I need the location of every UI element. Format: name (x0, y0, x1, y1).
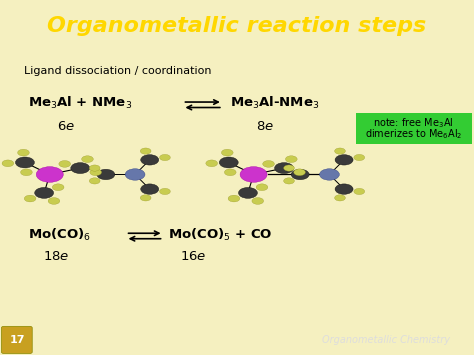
Text: Me$_3$Al-NMe$_3$: Me$_3$Al-NMe$_3$ (230, 95, 319, 111)
Circle shape (283, 165, 294, 171)
Circle shape (2, 160, 14, 167)
Circle shape (20, 169, 32, 176)
Circle shape (221, 149, 233, 156)
Circle shape (16, 157, 35, 168)
Text: $8e$: $8e$ (256, 120, 274, 133)
Circle shape (82, 156, 93, 163)
Circle shape (48, 198, 60, 204)
Text: dimerizes to Me$_6$Al$_2$: dimerizes to Me$_6$Al$_2$ (365, 127, 462, 141)
Circle shape (59, 160, 71, 167)
Circle shape (228, 195, 240, 202)
Circle shape (52, 184, 64, 191)
Circle shape (97, 169, 115, 180)
Circle shape (335, 148, 346, 154)
Circle shape (256, 184, 268, 191)
Circle shape (335, 155, 353, 165)
Circle shape (140, 148, 151, 154)
Circle shape (140, 195, 151, 201)
Circle shape (24, 195, 36, 202)
Circle shape (89, 165, 100, 171)
Circle shape (274, 163, 293, 174)
Circle shape (291, 169, 309, 180)
Circle shape (71, 163, 90, 174)
Circle shape (335, 184, 353, 194)
Circle shape (89, 178, 100, 184)
Text: Mo(CO)$_5$ + CO: Mo(CO)$_5$ + CO (168, 226, 273, 243)
Circle shape (224, 169, 236, 176)
Circle shape (263, 160, 274, 167)
Circle shape (90, 169, 101, 176)
FancyBboxPatch shape (1, 326, 32, 354)
Circle shape (125, 169, 145, 180)
Text: $18e$: $18e$ (43, 250, 69, 263)
Circle shape (240, 167, 267, 182)
Circle shape (238, 187, 257, 198)
Text: Organometallic Chemistry: Organometallic Chemistry (322, 335, 450, 345)
Text: Me$_3$Al + NMe$_3$: Me$_3$Al + NMe$_3$ (28, 95, 133, 111)
Text: $6e$: $6e$ (57, 120, 75, 133)
Circle shape (206, 160, 218, 167)
Circle shape (354, 154, 365, 160)
Text: Organometallic reaction steps: Organometallic reaction steps (47, 16, 427, 36)
FancyBboxPatch shape (356, 113, 472, 144)
Circle shape (252, 198, 264, 204)
Circle shape (219, 157, 238, 168)
Text: Mo(CO)$_6$: Mo(CO)$_6$ (28, 226, 91, 243)
Circle shape (285, 156, 297, 163)
Circle shape (160, 154, 170, 160)
Circle shape (283, 178, 294, 184)
Circle shape (35, 187, 54, 198)
Text: 17: 17 (9, 335, 25, 345)
Text: $16e$: $16e$ (180, 250, 207, 263)
Text: Ligand dissociation / coordination: Ligand dissociation / coordination (24, 66, 211, 76)
Text: note: free Me$_3$Al: note: free Me$_3$Al (373, 116, 454, 130)
Circle shape (294, 169, 305, 176)
Circle shape (141, 184, 159, 194)
Circle shape (160, 189, 170, 195)
Circle shape (36, 167, 64, 182)
Circle shape (18, 149, 29, 156)
Circle shape (319, 169, 339, 180)
Circle shape (335, 195, 346, 201)
Circle shape (141, 155, 159, 165)
Circle shape (354, 189, 365, 195)
